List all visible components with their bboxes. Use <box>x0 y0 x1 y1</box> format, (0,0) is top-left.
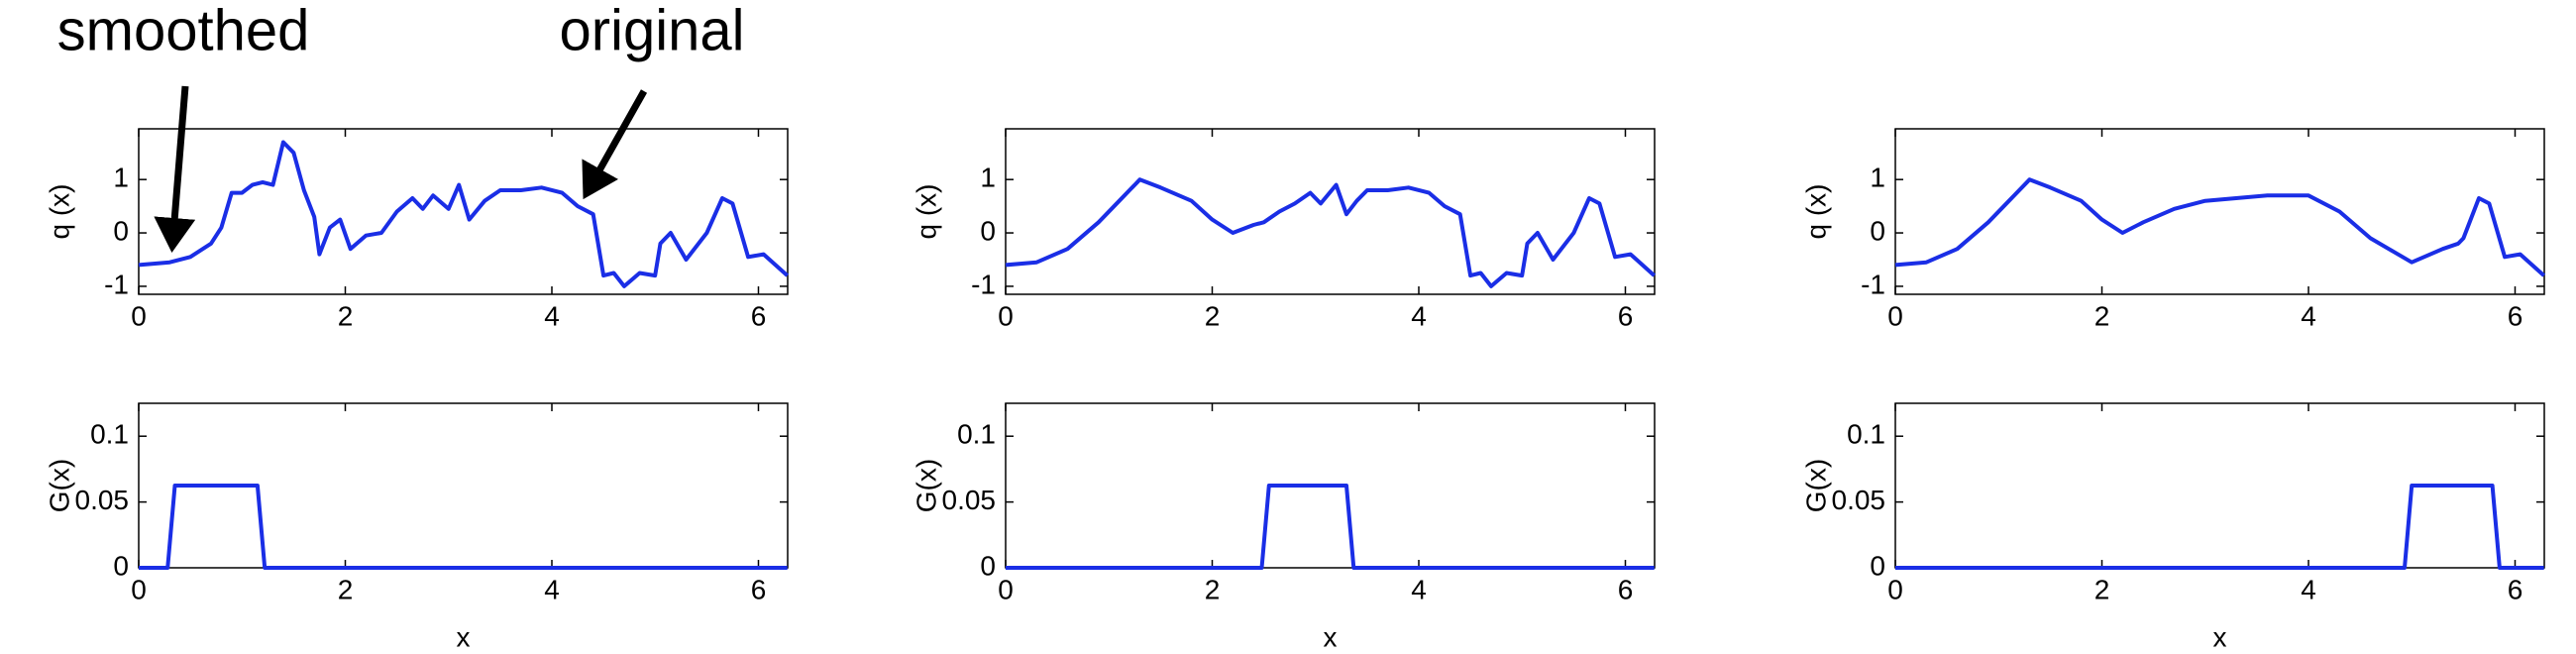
y-tick-label: 0 <box>113 215 129 246</box>
x-tick-label: 6 <box>2508 300 2523 331</box>
x-tick-label: 6 <box>751 574 767 604</box>
x-tick-label: 0 <box>131 574 147 604</box>
x-tick-label: 4 <box>1411 574 1427 604</box>
y-tick-label: -1 <box>1861 269 1885 299</box>
x-tick-label: 2 <box>2094 300 2110 331</box>
y-tick-label: 0.1 <box>957 419 996 450</box>
y-tick-label: -1 <box>104 269 129 299</box>
y-tick-label: 0.05 <box>75 485 130 515</box>
line <box>1895 484 2544 570</box>
annotation: original <box>560 0 745 62</box>
y-tick-label: 0.05 <box>1832 485 1886 515</box>
y-tick-label: 1 <box>980 163 996 193</box>
x-tick-label: 2 <box>2094 574 2110 604</box>
y-axis-label: q (x) <box>911 184 941 240</box>
axes-box <box>1005 128 1656 295</box>
x-axis-label: x <box>457 621 471 652</box>
x-tick-label: 0 <box>1887 574 1903 604</box>
y-tick-label: 0.05 <box>942 485 997 515</box>
y-tick-label: 0 <box>1870 215 1885 246</box>
x-axis-label: x <box>2213 621 2227 652</box>
x-tick-label: 4 <box>2301 300 2316 331</box>
x-tick-label: 6 <box>2508 574 2523 604</box>
y-tick-label: 1 <box>113 163 129 193</box>
axes-box <box>138 128 789 295</box>
annotation: smoothed <box>57 0 310 62</box>
line <box>1006 484 1655 570</box>
y-axis-label: q (x) <box>1800 184 1831 240</box>
axes-box <box>1894 128 2545 295</box>
y-tick-label: 0 <box>980 550 996 581</box>
x-tick-label: 4 <box>1411 300 1427 331</box>
y-tick-label: 0 <box>1870 550 1885 581</box>
x-tick-label: 4 <box>544 574 560 604</box>
x-tick-label: 4 <box>544 300 560 331</box>
x-tick-label: 0 <box>998 300 1014 331</box>
x-tick-label: 2 <box>1205 574 1221 604</box>
y-axis-label: G(x) <box>1800 459 1831 512</box>
y-tick-label: 1 <box>1870 163 1885 193</box>
x-tick-label: 0 <box>1887 300 1903 331</box>
y-axis-label: q (x) <box>44 184 74 240</box>
line <box>139 484 788 570</box>
y-tick-label: 0.1 <box>90 419 129 450</box>
x-tick-label: 2 <box>1205 300 1221 331</box>
line <box>1894 177 2546 277</box>
line <box>138 140 790 288</box>
x-tick-label: 6 <box>1618 300 1634 331</box>
x-tick-label: 0 <box>998 574 1014 604</box>
line <box>1005 177 1657 288</box>
y-tick-label: 0 <box>113 550 129 581</box>
y-axis-label: G(x) <box>44 459 74 512</box>
x-tick-label: 6 <box>751 300 767 331</box>
y-tick-label: 0 <box>980 215 996 246</box>
x-tick-label: 0 <box>131 300 147 331</box>
y-tick-label: -1 <box>971 269 996 299</box>
x-tick-label: 6 <box>1618 574 1634 604</box>
arrow <box>582 89 648 200</box>
x-tick-label: 4 <box>2301 574 2316 604</box>
x-axis-label: x <box>1324 621 1338 652</box>
x-tick-label: 2 <box>338 574 354 604</box>
y-tick-label: 0.1 <box>1847 419 1885 450</box>
arrow <box>154 85 196 253</box>
y-axis-label: G(x) <box>911 459 941 512</box>
x-tick-label: 2 <box>338 300 354 331</box>
axes-box <box>1005 402 1656 569</box>
